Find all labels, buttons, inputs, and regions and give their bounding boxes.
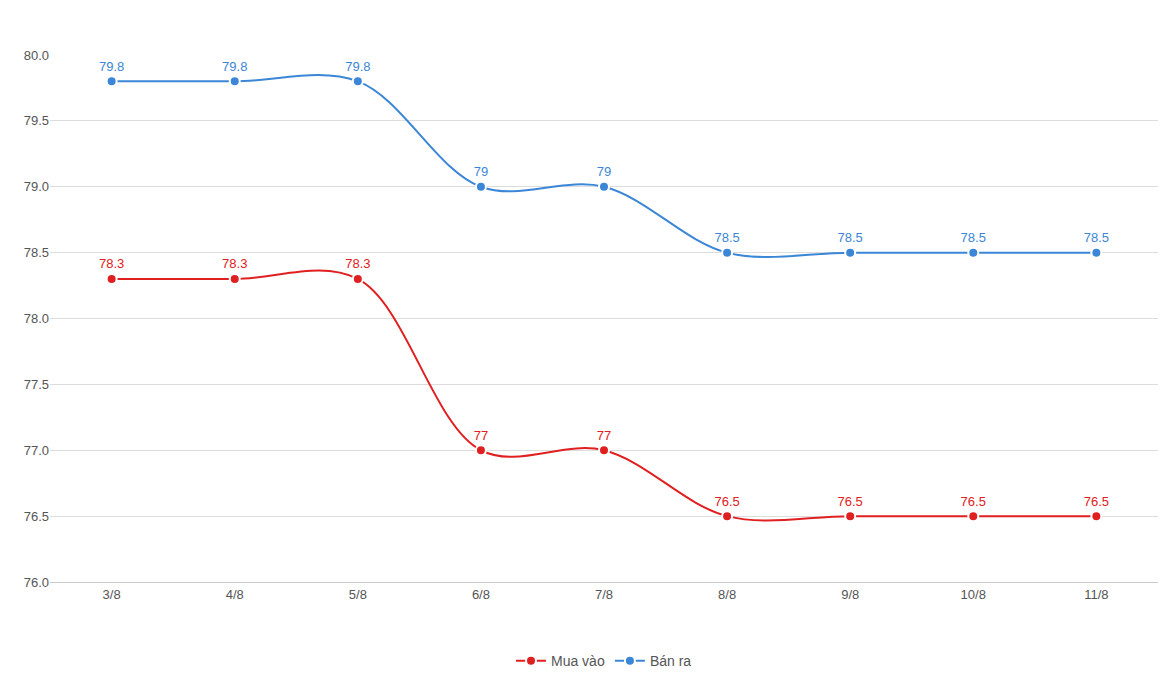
svg-text:8/8: 8/8 [718,587,736,602]
svg-text:79.8: 79.8 [222,59,247,74]
svg-text:78.3: 78.3 [345,256,370,271]
svg-text:79: 79 [474,164,488,179]
svg-text:80.0: 80.0 [24,48,49,63]
svg-text:78.0: 78.0 [24,311,49,326]
svg-text:7/8: 7/8 [595,587,613,602]
svg-text:77: 77 [597,428,611,443]
svg-text:78.3: 78.3 [99,256,124,271]
svg-text:77.5: 77.5 [24,377,49,392]
svg-text:76.5: 76.5 [1084,494,1109,509]
svg-text:76.5: 76.5 [24,509,49,524]
svg-text:78.5: 78.5 [838,230,863,245]
svg-text:79: 79 [597,164,611,179]
svg-text:9/8: 9/8 [841,587,859,602]
svg-text:5/8: 5/8 [349,587,367,602]
svg-text:78.5: 78.5 [1084,230,1109,245]
svg-text:76.5: 76.5 [838,494,863,509]
svg-text:3/8: 3/8 [103,587,121,602]
svg-text:79.0: 79.0 [24,179,49,194]
svg-text:78.5: 78.5 [714,230,739,245]
svg-text:76.5: 76.5 [961,494,986,509]
svg-text:Bán ra: Bán ra [650,653,691,669]
svg-text:4/8: 4/8 [226,587,244,602]
svg-text:11/8: 11/8 [1084,587,1108,602]
svg-text:77.0: 77.0 [24,443,49,458]
svg-text:77: 77 [474,428,488,443]
svg-text:Mua vào: Mua vào [551,653,605,669]
svg-text:10/8: 10/8 [961,587,986,602]
svg-text:79.8: 79.8 [99,59,124,74]
svg-text:78.5: 78.5 [24,245,49,260]
svg-text:78.5: 78.5 [961,230,986,245]
svg-text:78.3: 78.3 [222,256,247,271]
svg-text:76.0: 76.0 [24,575,49,590]
svg-text:79.8: 79.8 [345,59,370,74]
svg-text:76.5: 76.5 [714,494,739,509]
svg-text:79.5: 79.5 [24,113,49,128]
svg-text:6/8: 6/8 [472,587,490,602]
